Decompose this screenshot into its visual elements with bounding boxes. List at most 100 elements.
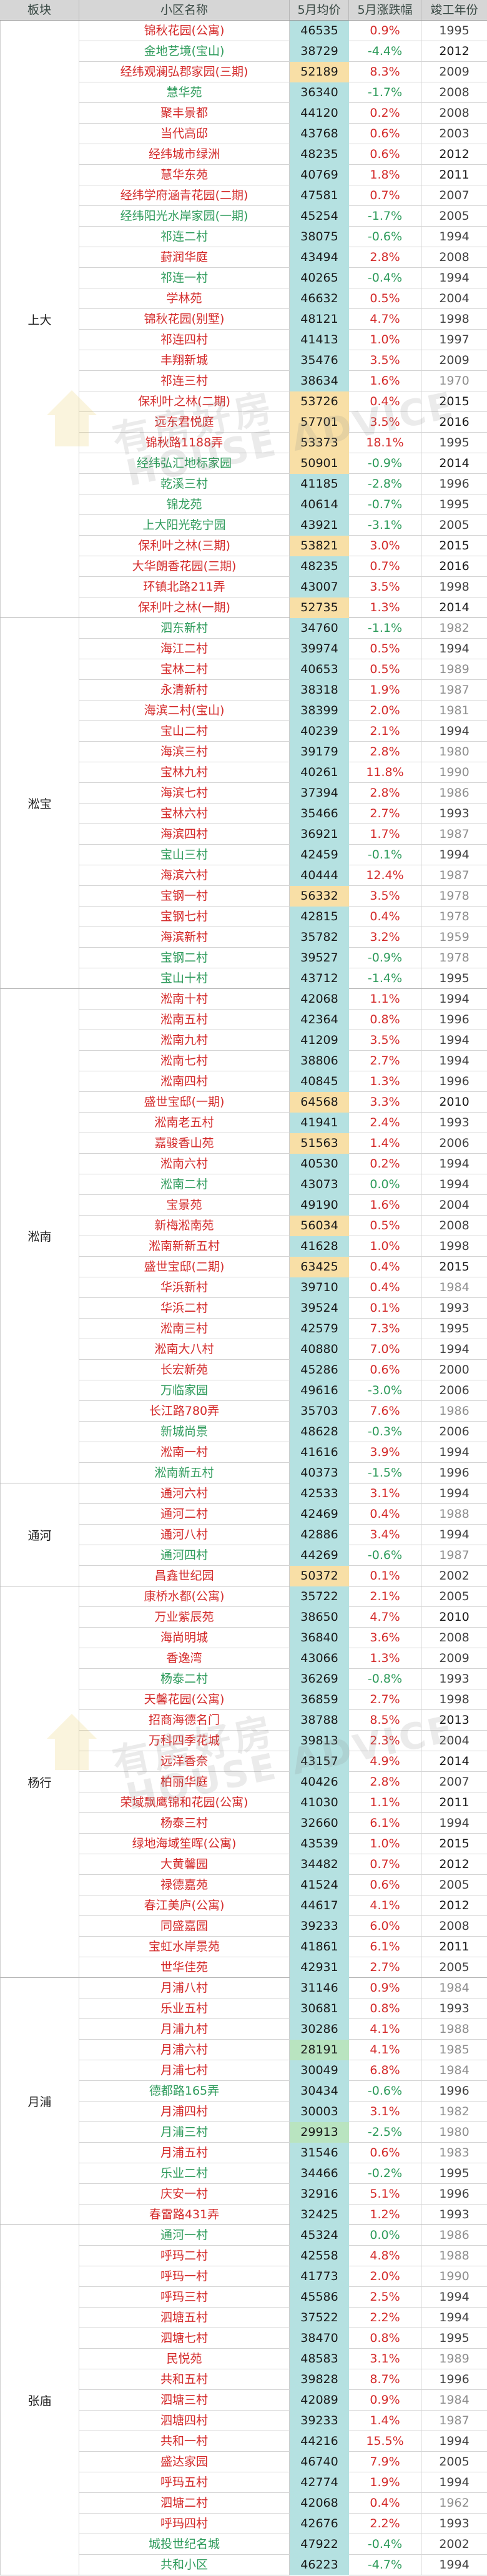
avg-price: 38318 [290,680,349,701]
avg-price: 63425 [290,1257,349,1277]
completion-year: 2014 [439,456,470,470]
price-change: -0.6% [349,227,421,247]
completion-year: 1998 [439,580,470,594]
avg-price: 46223 [290,2555,349,2575]
avg-price: 32916 [290,2184,349,2205]
price-change: 3.1% [349,1483,421,1503]
avg-price: 45586 [290,2287,349,2308]
community-name: 慧华东苑 [79,165,290,185]
avg-price: 42459 [290,845,349,865]
table-row: 民悦苑 48583 3.1% 1989 [79,2349,487,2369]
completion-year: 1996 [439,1074,470,1088]
price-change: 8.7% [349,2369,421,2389]
table-row: 学林苑 46632 0.5% 2004 [79,288,487,309]
completion-year: 1988 [439,2022,470,2036]
price-change: 0.4% [349,1504,421,1524]
avg-price: 40880 [290,1339,349,1360]
community-name: 淞南一村 [79,1442,290,1462]
table-row: 呼玛一村 41773 2.0% 1990 [79,2266,487,2287]
price-change: -4.7% [349,2555,421,2575]
price-change: 0.2% [349,103,421,123]
table-row: 宝山二村 40239 2.1% 1994 [79,721,487,742]
header-price-change: 5月涨跌幅 [349,0,421,20]
avg-price: 42364 [290,1010,349,1030]
table-row: 经纬观澜弘郡家园(三期) 52189 8.3% 2009 [79,62,487,82]
community-name: 宝林六村 [79,804,290,823]
community-name: 杨泰二村 [79,1669,290,1689]
avg-price: 39828 [290,2369,349,2390]
price-change: 2.7% [349,804,421,823]
table-row: 宝山十村 43712 -1.4% 1995 [79,968,487,989]
table-row: 祁连三村 38634 1.6% 1970 [79,371,487,391]
table-row: 禄德嘉苑 41524 0.6% 2005 [79,1875,487,1895]
completion-year: 1994 [439,230,470,243]
completion-year: 1998 [439,1239,470,1253]
completion-year: 1994 [439,992,470,1006]
price-change: 0.5% [349,288,421,308]
completion-year: 1995 [439,971,470,985]
community-name: 经纬观澜弘郡家园(三期) [79,62,290,82]
price-change: 0.6% [349,124,421,144]
price-change: 4.7% [349,309,421,329]
table-row: 大华朗香花园(三期) 48235 0.7% 2016 [79,556,487,577]
completion-year: 2008 [439,1631,470,1644]
price-change: -1.4% [349,968,421,988]
price-change: 1.8% [349,165,421,185]
community-name: 上大阳光乾宁园 [79,515,290,535]
community-name: 世华佳苑 [79,1957,290,1977]
community-name: 长江路780弄 [79,1401,290,1421]
avg-price: 38788 [290,1710,349,1731]
community-name: 杨泰三村 [79,1813,290,1833]
completion-year: 1994 [439,1528,470,1541]
price-change: 0.5% [349,639,421,659]
completion-year: 1993 [439,2002,470,2015]
price-change: 4.7% [349,1607,421,1627]
avg-price: 40426 [290,1772,349,1792]
price-change: 0.7% [349,1854,421,1874]
avg-price: 53373 [290,433,349,453]
community-name: 锦秋路1188弄 [79,433,290,453]
table-row: 德都路165弄 30434 -0.6% 1996 [79,2081,487,2102]
community-name: 聚丰景都 [79,103,290,123]
community-name: 乾溪三村 [79,474,290,494]
price-change: -0.6% [349,1545,421,1565]
table-row: 永清新村 38318 1.9% 1987 [79,680,487,701]
table-row: 月浦五村 31546 0.6% 1983 [79,2143,487,2163]
price-change: -0.8% [349,1669,421,1689]
avg-price: 38650 [290,1607,349,1628]
price-change: 3.5% [349,1030,421,1050]
community-name: 淞南十村 [79,989,290,1009]
table-row: 康桥水都(公寓) 35722 2.1% 2005 [79,1586,487,1607]
completion-year: 2015 [439,1260,470,1274]
avg-price: 53726 [290,391,349,412]
avg-price: 30434 [290,2081,349,2102]
table-row: 呼玛四村 42676 2.2% 1993 [79,2514,487,2534]
completion-year: 2008 [439,250,470,264]
price-change: -2.5% [349,2122,421,2142]
community-name: 呼玛二村 [79,2246,290,2266]
price-change: 1.3% [349,1071,421,1091]
avg-price: 39524 [290,1298,349,1319]
table-row: 乾溪三村 41185 -2.8% 1996 [79,474,487,494]
completion-year: 1978 [439,910,470,923]
price-change: 0.6% [349,1360,421,1380]
completion-year: 2015 [439,539,470,553]
completion-year: 2010 [439,1095,470,1109]
completion-year: 1984 [439,1281,470,1294]
price-change: 3.5% [349,412,421,432]
price-change: 1.6% [349,371,421,391]
table-row: 宝钢七村 42815 0.4% 1978 [79,907,487,927]
price-change: 3.1% [349,2349,421,2369]
avg-price: 41941 [290,1113,349,1133]
table-row: 淞南九村 41209 3.5% 1994 [79,1030,487,1051]
price-change: 6.1% [349,1937,421,1957]
community-name: 柏丽华庭 [79,1772,290,1792]
table-row: 华浜新村 39710 0.4% 1984 [79,1277,487,1298]
table-row: 荣域飘鹰锦和花园(公寓) 41030 1.1% 2011 [79,1792,487,1813]
completion-year: 1997 [439,333,470,347]
completion-year: 1988 [439,1507,470,1521]
completion-year: 2012 [439,1899,470,1912]
avg-price: 40444 [290,865,349,886]
table-row: 丰翔新城 35476 3.5% 2009 [79,350,487,371]
completion-year: 2002 [439,2537,470,2551]
